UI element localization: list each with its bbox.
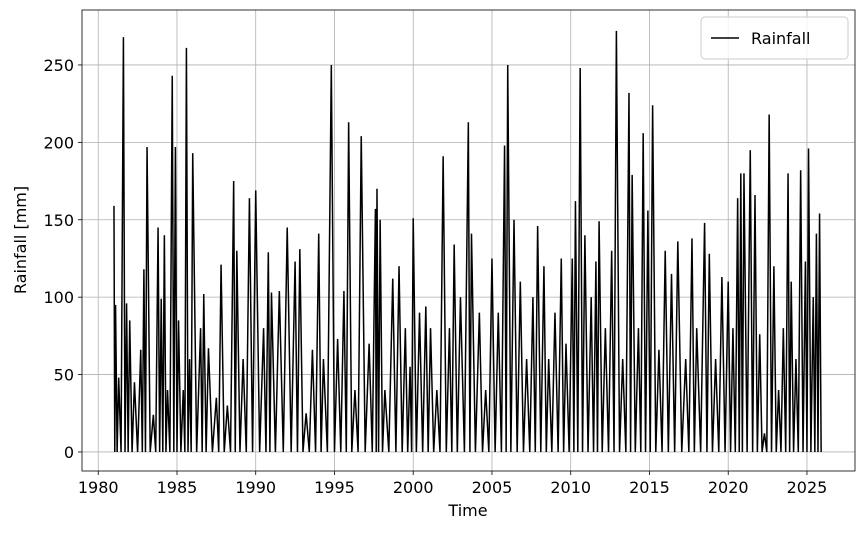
y-tick-label: 150	[43, 211, 74, 230]
x-tick-label: 2005	[472, 478, 513, 497]
line-series	[113, 30, 822, 453]
y-tick-label: 250	[43, 56, 74, 75]
legend-box	[700, 16, 849, 60]
x-tick-label: 2010	[550, 478, 591, 497]
x-tick-label: 1985	[157, 478, 198, 497]
x-tick-label: 1980	[78, 478, 119, 497]
legend-label: Rainfall	[751, 29, 810, 48]
x-tick-label: 1995	[314, 478, 355, 497]
x-tick-label: 2020	[708, 478, 749, 497]
x-axis-label: Time	[447, 501, 487, 520]
y-tick-label: 50	[54, 366, 74, 385]
x-tick-label: 1990	[235, 478, 276, 497]
legend: Rainfall	[700, 16, 849, 60]
y-tick-label: 100	[43, 288, 74, 307]
y-tick-label: 200	[43, 133, 74, 152]
x-tick-label: 2015	[629, 478, 670, 497]
y-axis-label: Rainfall [mm]	[11, 186, 30, 294]
x-tick-label: 2025	[787, 478, 828, 497]
y-tick-label: 0	[64, 443, 74, 462]
plot-frame	[81, 9, 856, 472]
x-tick-label: 2000	[393, 478, 434, 497]
